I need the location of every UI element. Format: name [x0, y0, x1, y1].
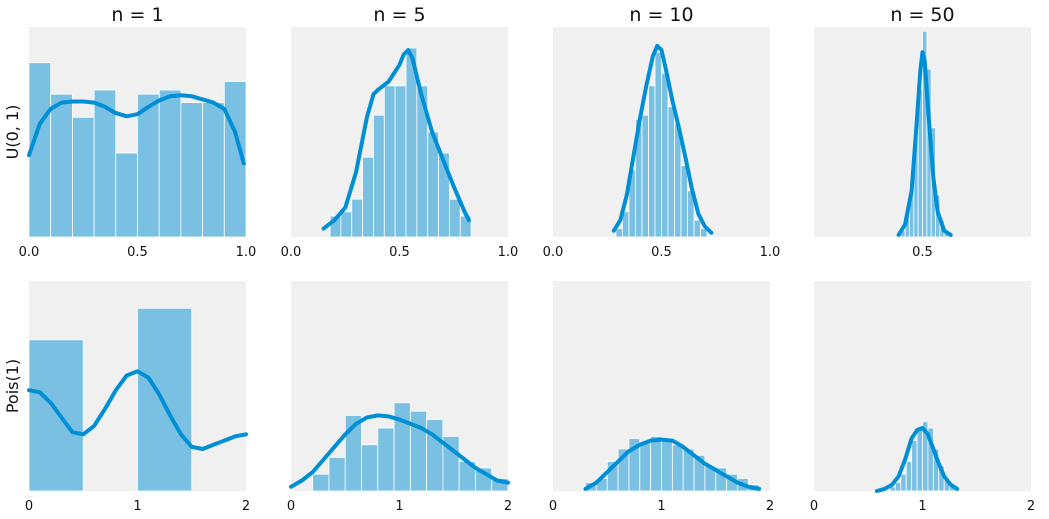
histogram-bar	[654, 51, 662, 238]
kde-line	[321, 48, 471, 231]
histogram-bar	[700, 228, 708, 238]
column-title: n = 5	[373, 4, 425, 26]
x-tick-label: 0.5	[127, 245, 148, 260]
x-tick-label: 0.5	[651, 245, 672, 260]
histogram-bar	[362, 156, 374, 238]
histogram-bar	[394, 85, 407, 238]
histogram-bar	[383, 85, 396, 238]
histogram-bar	[438, 152, 450, 238]
x-tick-label: 0	[287, 499, 295, 514]
histogram-bar	[650, 435, 662, 492]
histogram-bar	[72, 116, 95, 238]
x-tick-label: 1	[133, 499, 141, 514]
kde-line	[611, 43, 714, 235]
row-label: U(0, 1)	[3, 105, 22, 160]
x-tick-label: 1	[657, 499, 665, 514]
x-tick-label: 1	[918, 499, 926, 514]
histogram-bar	[661, 438, 673, 492]
x-tick-label: 0.5	[912, 245, 933, 260]
histogram-bar	[911, 440, 918, 492]
column-title: n = 1	[111, 4, 163, 26]
histogram-bar	[373, 114, 385, 238]
x-tick-label: 2	[1027, 499, 1035, 514]
column-title: n = 10	[629, 4, 693, 26]
histogram-bar	[137, 307, 193, 492]
kde-line	[896, 50, 953, 237]
kde-line	[27, 369, 248, 451]
x-tick-label: 0.0	[281, 245, 302, 260]
kde-line	[583, 437, 762, 491]
x-tick-label: 2	[766, 499, 774, 514]
x-tick-label: 1.0	[236, 245, 257, 260]
kde-line	[27, 93, 246, 166]
histogram-bar	[671, 444, 684, 492]
histogram-bar	[648, 85, 656, 238]
kde-line	[874, 426, 960, 493]
histogram-bar	[377, 427, 395, 492]
histogram-bar	[894, 482, 902, 492]
histogram-bar	[50, 93, 73, 238]
histogram-bar	[639, 442, 652, 492]
histogram-bar	[361, 444, 379, 492]
x-tick-label: 1.0	[498, 245, 519, 260]
histogram-bar	[693, 219, 701, 238]
histogram-bar	[667, 106, 675, 238]
row-label: Pois(1)	[3, 359, 22, 413]
histogram-bar	[158, 89, 182, 238]
x-tick-label: 1	[395, 499, 403, 514]
histogram-bar	[661, 72, 669, 238]
histogram-bar	[351, 198, 364, 238]
histogram-bar	[202, 102, 225, 238]
histogram-bar	[115, 152, 138, 238]
x-tick-label: 0.0	[543, 245, 564, 260]
column-title: n = 50	[890, 4, 954, 26]
x-tick-label: 2	[504, 499, 512, 514]
histogram-bar	[680, 165, 688, 238]
kde-line	[289, 413, 510, 489]
histogram-bar	[340, 211, 353, 238]
histogram-bar	[449, 198, 461, 238]
histogram-bar	[900, 473, 907, 492]
histogram-bar	[905, 461, 913, 492]
histogram-bar	[28, 339, 84, 492]
histogram-bar	[916, 427, 923, 492]
x-tick-label: 0	[549, 499, 557, 514]
histogram-bar	[615, 228, 623, 238]
histogram-bar	[393, 402, 411, 492]
histogram-bar	[641, 114, 649, 238]
histogram-bar	[328, 456, 346, 492]
histogram-bar	[180, 102, 203, 238]
x-tick-label: 2	[242, 499, 250, 514]
x-tick-label: 0	[25, 499, 33, 514]
x-tick-label: 0	[810, 499, 818, 514]
histogram-bar	[137, 93, 160, 238]
x-tick-label: 0.0	[19, 245, 40, 260]
histogram-bar	[312, 473, 330, 492]
x-tick-label: 1.0	[760, 245, 781, 260]
x-tick-label: 0.5	[389, 245, 410, 260]
